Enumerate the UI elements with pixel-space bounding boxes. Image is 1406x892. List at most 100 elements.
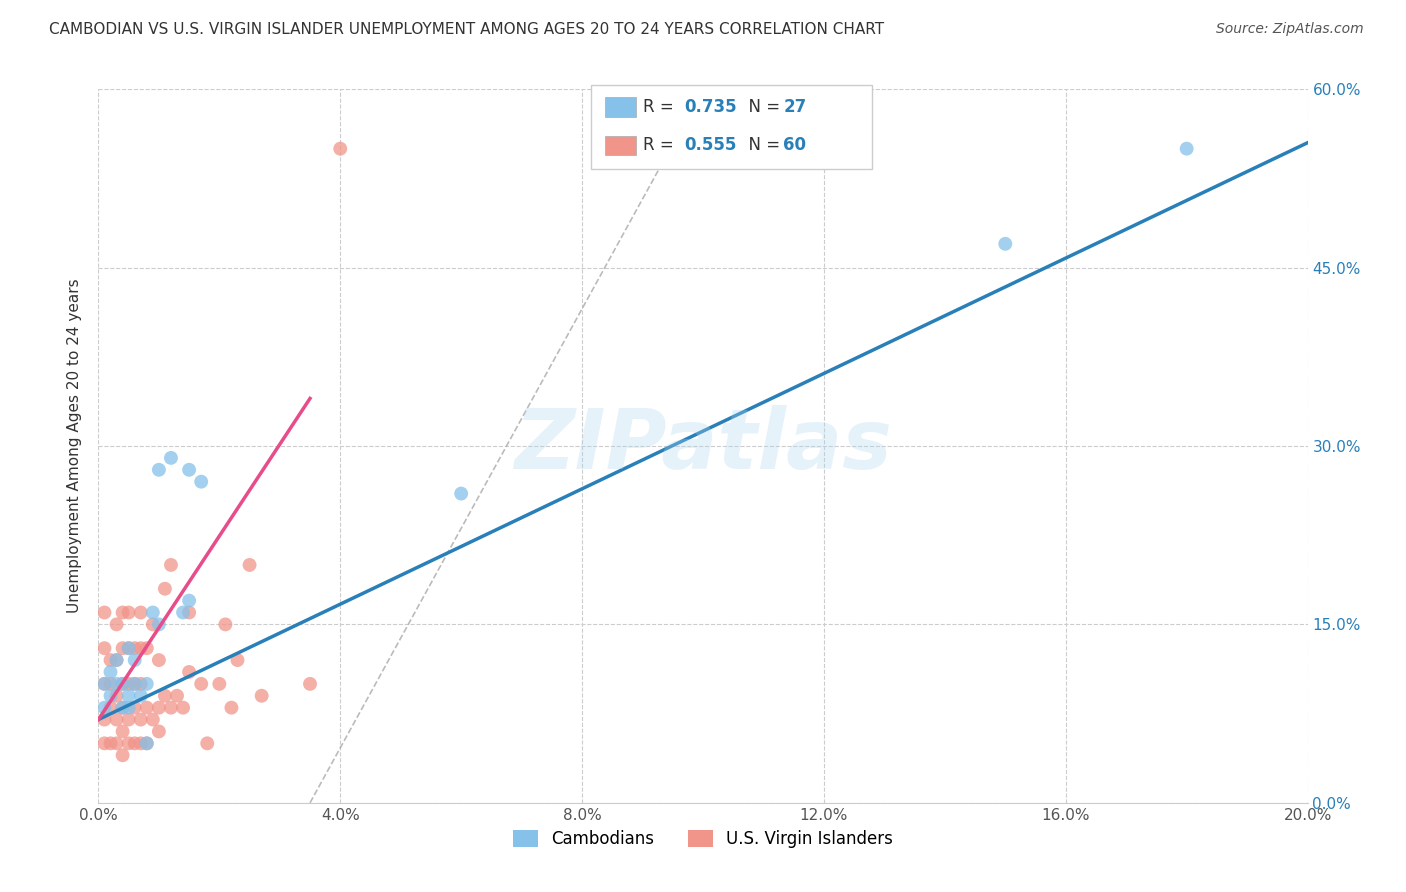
- Point: [111, 641, 134, 656]
- Point: [105, 617, 128, 632]
- Point: [179, 593, 201, 607]
- Point: [329, 142, 352, 156]
- Point: [93, 677, 115, 691]
- Point: [105, 677, 128, 691]
- Point: [135, 700, 157, 714]
- Point: [148, 700, 170, 714]
- Point: [93, 713, 115, 727]
- Point: [93, 677, 115, 691]
- Point: [195, 736, 218, 750]
- Point: [100, 689, 122, 703]
- Point: [105, 653, 128, 667]
- Text: N =: N =: [738, 98, 786, 116]
- Point: [100, 653, 122, 667]
- Point: [129, 689, 152, 703]
- Text: R =: R =: [643, 136, 679, 154]
- Y-axis label: Unemployment Among Ages 20 to 24 years: Unemployment Among Ages 20 to 24 years: [67, 278, 83, 614]
- Point: [129, 677, 152, 691]
- Point: [124, 677, 146, 691]
- Point: [124, 700, 146, 714]
- Point: [1175, 142, 1198, 156]
- Point: [994, 236, 1017, 251]
- Point: [142, 617, 165, 632]
- Point: [160, 558, 183, 572]
- Point: [135, 736, 157, 750]
- Point: [166, 689, 188, 703]
- Point: [111, 700, 134, 714]
- Point: [118, 700, 141, 714]
- Text: 0.735: 0.735: [685, 98, 737, 116]
- Point: [148, 724, 170, 739]
- Point: [111, 606, 134, 620]
- Point: [105, 689, 128, 703]
- Point: [105, 653, 128, 667]
- Point: [124, 736, 146, 750]
- Point: [100, 736, 122, 750]
- Point: [208, 677, 231, 691]
- Point: [124, 677, 146, 691]
- Point: [93, 606, 115, 620]
- Point: [118, 713, 141, 727]
- Point: [239, 558, 262, 572]
- Point: [129, 641, 152, 656]
- Point: [111, 748, 134, 763]
- Point: [148, 653, 170, 667]
- Point: [148, 463, 170, 477]
- Point: [179, 463, 201, 477]
- Point: [100, 677, 122, 691]
- Point: [118, 677, 141, 691]
- Point: [190, 475, 212, 489]
- Point: [214, 617, 236, 632]
- Point: [100, 700, 122, 714]
- Point: [129, 606, 152, 620]
- Point: [160, 450, 183, 465]
- Point: [450, 486, 472, 500]
- Point: [100, 665, 122, 679]
- Text: 0.555: 0.555: [685, 136, 737, 154]
- Point: [129, 713, 152, 727]
- Point: [179, 665, 201, 679]
- Point: [93, 641, 115, 656]
- Point: [172, 606, 194, 620]
- Point: [250, 689, 273, 703]
- Point: [124, 641, 146, 656]
- Point: [142, 606, 165, 620]
- Point: [153, 689, 176, 703]
- Point: [221, 700, 243, 714]
- Point: [190, 677, 212, 691]
- Text: 27: 27: [783, 98, 807, 116]
- Point: [111, 724, 134, 739]
- Point: [153, 582, 176, 596]
- Text: ZIPatlas: ZIPatlas: [515, 406, 891, 486]
- Text: R =: R =: [643, 98, 679, 116]
- Point: [118, 641, 141, 656]
- Point: [111, 677, 134, 691]
- Text: 60: 60: [783, 136, 806, 154]
- Point: [118, 689, 141, 703]
- Point: [118, 641, 141, 656]
- Point: [111, 700, 134, 714]
- Point: [118, 736, 141, 750]
- Point: [93, 736, 115, 750]
- Point: [226, 653, 249, 667]
- Point: [93, 700, 115, 714]
- Point: [160, 700, 183, 714]
- Point: [148, 617, 170, 632]
- Point: [135, 677, 157, 691]
- Point: [118, 606, 141, 620]
- Point: [179, 606, 201, 620]
- Point: [299, 677, 322, 691]
- Point: [172, 700, 194, 714]
- Point: [135, 641, 157, 656]
- Text: N =: N =: [738, 136, 786, 154]
- Legend: Cambodians, U.S. Virgin Islanders: Cambodians, U.S. Virgin Islanders: [506, 823, 900, 855]
- Text: Source: ZipAtlas.com: Source: ZipAtlas.com: [1216, 22, 1364, 37]
- Point: [124, 653, 146, 667]
- Point: [105, 713, 128, 727]
- Point: [135, 736, 157, 750]
- Point: [129, 736, 152, 750]
- Point: [105, 736, 128, 750]
- Point: [142, 713, 165, 727]
- Point: [111, 677, 134, 691]
- Text: CAMBODIAN VS U.S. VIRGIN ISLANDER UNEMPLOYMENT AMONG AGES 20 TO 24 YEARS CORRELA: CAMBODIAN VS U.S. VIRGIN ISLANDER UNEMPL…: [49, 22, 884, 37]
